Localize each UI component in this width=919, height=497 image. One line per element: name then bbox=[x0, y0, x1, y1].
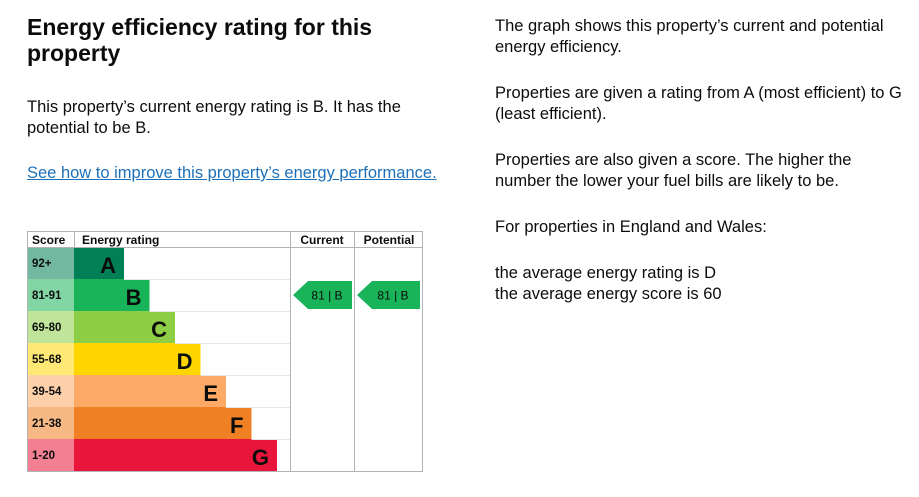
energy-rating-header: Energy rating bbox=[82, 233, 159, 247]
band-score-cell bbox=[27, 407, 74, 439]
band-letter-g: G bbox=[252, 445, 269, 470]
energy-rating-chart-svg: Score Energy rating Current Potential 92+ A 81… bbox=[27, 231, 423, 472]
improve-energy-link[interactable]: See how to improve this property’s energ… bbox=[27, 164, 437, 182]
band-letter-f: F bbox=[230, 413, 243, 438]
band-bar-g bbox=[74, 439, 277, 471]
band-range-label: 69-80 bbox=[32, 322, 61, 334]
band-score-cell bbox=[27, 279, 74, 311]
score-header: Score bbox=[32, 233, 66, 247]
band-score-cell bbox=[27, 311, 74, 343]
band-score-cell bbox=[27, 439, 74, 471]
band-range-label: 92+ bbox=[32, 258, 52, 270]
band-letter-c: C bbox=[151, 317, 167, 342]
band-range-label: 39-54 bbox=[32, 386, 62, 398]
current-rating-arrow-label: 81 | B bbox=[311, 289, 342, 303]
score-description: Properties are also given a score. The h… bbox=[495, 151, 852, 190]
band-score-cell bbox=[27, 375, 74, 407]
average-rating-text: the average energy rating is D bbox=[495, 264, 717, 282]
band-letter-b: B bbox=[126, 285, 142, 310]
band-score-cell bbox=[27, 343, 74, 375]
chart-border bbox=[27, 231, 423, 472]
band-range-label: 55-68 bbox=[32, 354, 62, 366]
region-text: For properties in England and Wales: bbox=[495, 218, 767, 236]
band-bar-d bbox=[74, 343, 201, 375]
band-bar-b bbox=[74, 279, 150, 311]
band-bar-c bbox=[74, 311, 175, 343]
left-column: Energy efficiency rating for this proper… bbox=[27, 14, 447, 184]
potential-rating-arrow-label: 81 | B bbox=[377, 289, 408, 303]
current-rating-arrow bbox=[293, 281, 352, 309]
band-range-label: 21-38 bbox=[32, 418, 62, 430]
potential-rating-arrow bbox=[357, 281, 420, 309]
band-letter-a: A bbox=[100, 253, 116, 278]
ratings-description: Properties are given a rating from A (mo… bbox=[495, 84, 902, 123]
band-bar-a bbox=[74, 247, 124, 279]
band-bar-e bbox=[74, 375, 226, 407]
band-score-cell bbox=[27, 247, 74, 279]
info-column: The graph shows this property’s current … bbox=[495, 16, 905, 305]
band-bar-f bbox=[74, 407, 252, 439]
band-letter-e: E bbox=[203, 381, 218, 406]
page-title: Energy efficiency rating for this proper… bbox=[27, 14, 373, 66]
current-rating-text: This property’s current energy rating is… bbox=[27, 98, 401, 137]
average-score-text: the average energy score is 60 bbox=[495, 285, 722, 303]
current-header: Current bbox=[300, 233, 343, 247]
band-letter-d: D bbox=[177, 349, 193, 374]
graph-description: The graph shows this property’s current … bbox=[495, 17, 884, 56]
band-range-label: 81-91 bbox=[32, 290, 62, 302]
band-range-label: 1-20 bbox=[32, 450, 55, 462]
potential-header: Potential bbox=[364, 233, 415, 247]
energy-rating-chart: Score Energy rating Current Potential 92+ A 81… bbox=[27, 231, 424, 479]
